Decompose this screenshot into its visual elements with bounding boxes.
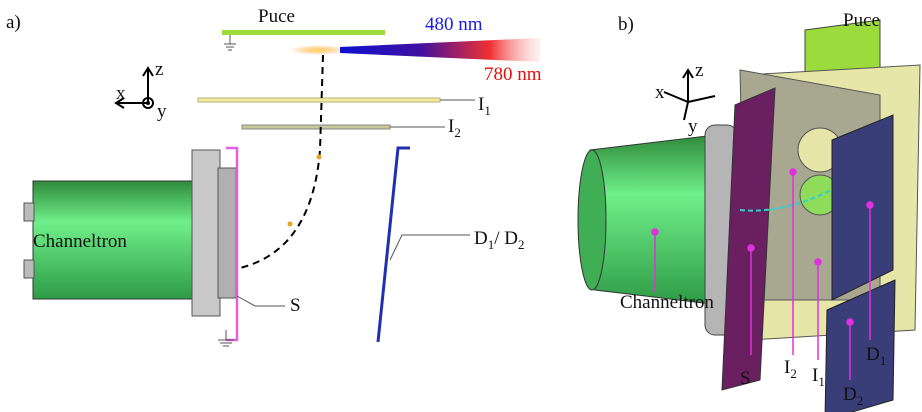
axis-y: y: [157, 101, 167, 122]
ground: [218, 330, 234, 347]
label-text: I: [812, 365, 818, 386]
axis-z: z: [155, 59, 163, 80]
axis-z: z: [695, 60, 703, 81]
label-i2: I2: [784, 357, 797, 381]
shield-s: [721, 87, 776, 391]
plate-i1: [197, 97, 441, 103]
label-sub: 2: [790, 366, 797, 381]
flange: [191, 149, 221, 317]
label-text: / D: [494, 228, 518, 249]
label-sub: 1: [488, 237, 495, 252]
leader: [236, 295, 285, 307]
label-d: D1/ D2: [474, 228, 524, 252]
channeltron-body: [32, 180, 196, 300]
ion: [287, 221, 293, 227]
label-d2: D2: [843, 384, 863, 408]
ion: [316, 154, 322, 160]
leader: [389, 234, 470, 261]
label-sub: 1: [484, 103, 491, 118]
label-sub: 1: [818, 374, 825, 389]
panel-b: b) Puce Channeltron S I2 I1 D1 D2: [577, 10, 921, 412]
detector-d: [376, 146, 410, 343]
axes-b: [663, 68, 716, 121]
label-text: D: [843, 384, 857, 405]
label-sub: 2: [518, 237, 525, 252]
puce-plate: [222, 30, 385, 35]
channeltron-end: [577, 149, 607, 291]
panel-label: b): [618, 14, 634, 35]
label-i2: I2: [448, 116, 461, 140]
wavelength-480: 480 nm: [425, 14, 483, 35]
screw: [23, 202, 35, 222]
axis-x: x: [655, 82, 665, 103]
axes-a: [114, 66, 154, 109]
wavelength-780: 780 nm: [484, 64, 542, 85]
trajectory: [239, 54, 324, 269]
label-sub: 1: [880, 353, 887, 368]
leaders-b: [651, 168, 874, 380]
label-d1: D1: [866, 344, 886, 368]
puce-label: Puce: [843, 10, 880, 31]
axis-y: y: [688, 116, 698, 137]
trajectory: [739, 179, 851, 212]
label-i1: I1: [478, 94, 491, 118]
label-text: D: [866, 344, 880, 365]
axis-x: x: [116, 83, 126, 104]
channeltron-label: Channeltron: [33, 231, 127, 252]
screw: [23, 259, 35, 279]
label-s: S: [290, 295, 301, 316]
label-s: S: [740, 368, 751, 389]
label-i1: I1: [812, 365, 825, 389]
label-text: I: [478, 94, 484, 115]
channeltron-label: Channeltron: [620, 292, 714, 313]
label-text: I: [448, 116, 454, 137]
label-text: I: [784, 357, 790, 378]
label-sub: 2: [454, 125, 461, 140]
puce-label: Puce: [258, 6, 295, 27]
label-text: D: [474, 228, 488, 249]
panel-a: a) Puce 480 nm 780 nm z x y I1 I2 Channe…: [6, 6, 542, 347]
detector-d2: [824, 279, 896, 412]
plate-i2: [241, 124, 391, 130]
laser-beam: [340, 38, 540, 62]
detector-d1: [831, 114, 894, 301]
panel-label: a): [6, 12, 21, 33]
ground: [224, 35, 236, 51]
atom-cloud: [290, 45, 346, 55]
label-sub: 2: [857, 393, 864, 408]
flange: [217, 167, 237, 299]
axis-dot: [146, 101, 150, 105]
